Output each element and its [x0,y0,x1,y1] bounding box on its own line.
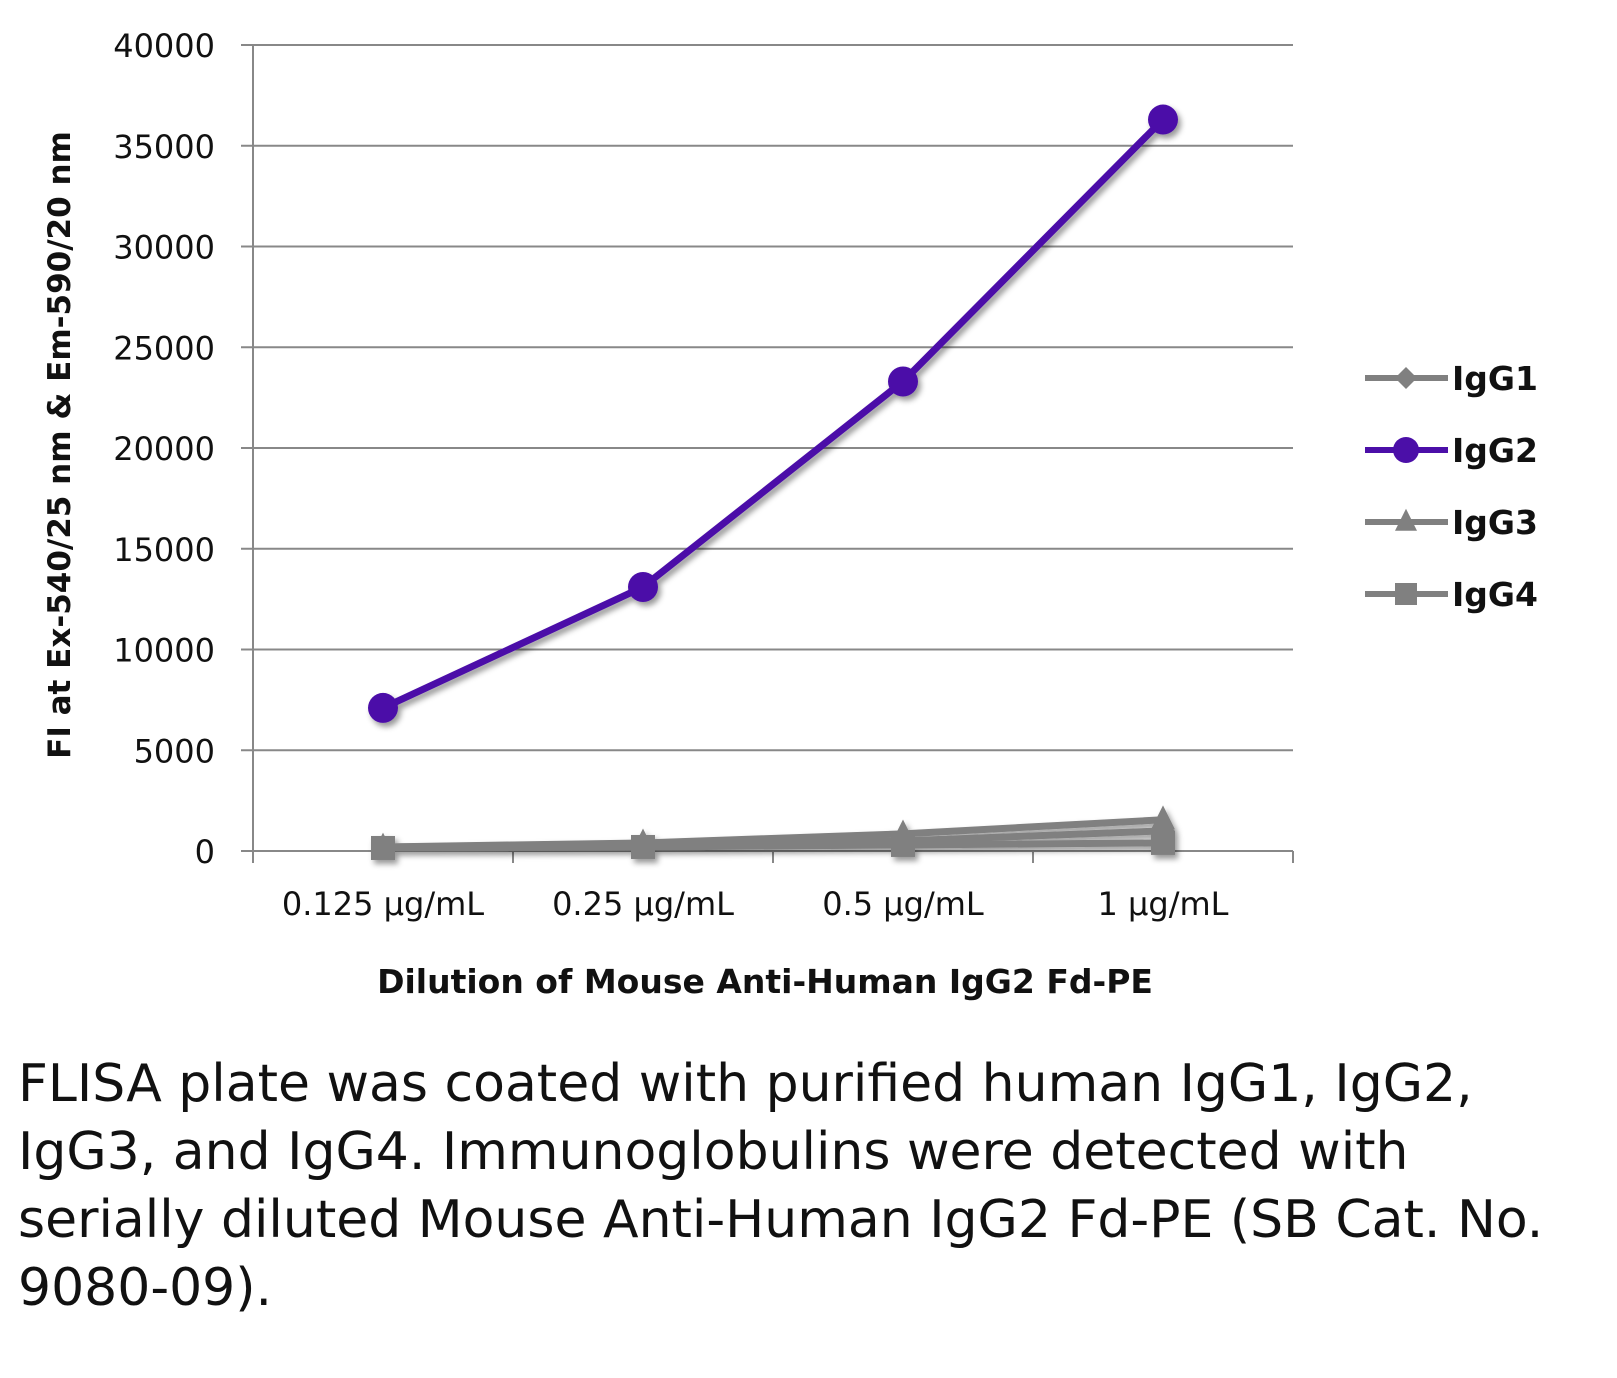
y-tick-label: 0 [195,833,215,871]
triangle-marker [1395,508,1417,531]
y-tick-label: 10000 [113,632,215,670]
legend-label: IgG2 [1452,431,1538,470]
figure-caption: FLISA plate was coated with purified hum… [18,1054,1544,1318]
y-tick-label: 15000 [113,531,215,569]
y-tick-label: 20000 [113,430,215,468]
x-axis-label: Dilution of Mouse Anti-Human IgG2 Fd-PE [377,962,1153,1001]
square-marker [631,834,655,859]
legend-label: IgG1 [1452,359,1538,398]
circle-marker [1148,104,1178,135]
y-tick-label: 35000 [113,128,215,166]
y-tick-label: 40000 [113,27,215,65]
series-line-IgG4 [382,839,1164,852]
x-tick-label: 0.25 µg/mL [552,885,734,923]
y-axis-label: FI at Ex-540/25 nm & Em-590/20 nm [42,131,78,759]
x-tick-label: 0.5 µg/mL [822,885,984,923]
square-marker [1151,830,1175,855]
x-tick-label: 1 µg/mL [1098,885,1229,923]
y-tick-label: 5000 [134,732,215,770]
y-tick-label: 30000 [113,229,215,267]
circle-marker [628,572,658,603]
circle-marker [888,366,918,397]
series-line-IgG2 [381,117,1166,712]
legend-label: IgG3 [1452,503,1538,542]
square-marker [891,832,915,857]
square-marker [371,835,395,860]
triangle-marker [1151,805,1175,830]
line-chart: 0 5000 10000 15000 20000 25000 30000 35000 40000… [42,27,1538,1001]
y-tick-label: 25000 [113,329,215,367]
circle-marker [368,692,398,723]
square-marker [1395,583,1417,605]
legend-label: IgG4 [1452,575,1538,614]
x-tick-label: 0.125 µg/mL [282,885,484,923]
circle-marker [1393,437,1419,463]
diamond-marker [1395,367,1417,389]
